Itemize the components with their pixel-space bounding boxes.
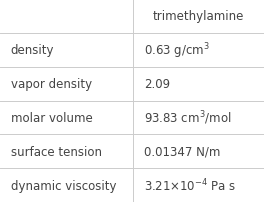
Text: 2.09: 2.09	[144, 78, 170, 91]
Text: 93.83 cm$^3$/mol: 93.83 cm$^3$/mol	[144, 109, 231, 127]
Text: surface tension: surface tension	[11, 145, 102, 158]
Text: dynamic viscosity: dynamic viscosity	[11, 179, 116, 192]
Text: vapor density: vapor density	[11, 78, 92, 91]
Text: 0.01347 N/m: 0.01347 N/m	[144, 145, 220, 158]
Text: 3.21×10$^{-4}$ Pa s: 3.21×10$^{-4}$ Pa s	[144, 177, 236, 194]
Text: 0.63 g/cm$^3$: 0.63 g/cm$^3$	[144, 41, 210, 60]
Text: trimethylamine: trimethylamine	[153, 10, 244, 23]
Text: density: density	[11, 44, 54, 57]
Text: molar volume: molar volume	[11, 111, 92, 124]
